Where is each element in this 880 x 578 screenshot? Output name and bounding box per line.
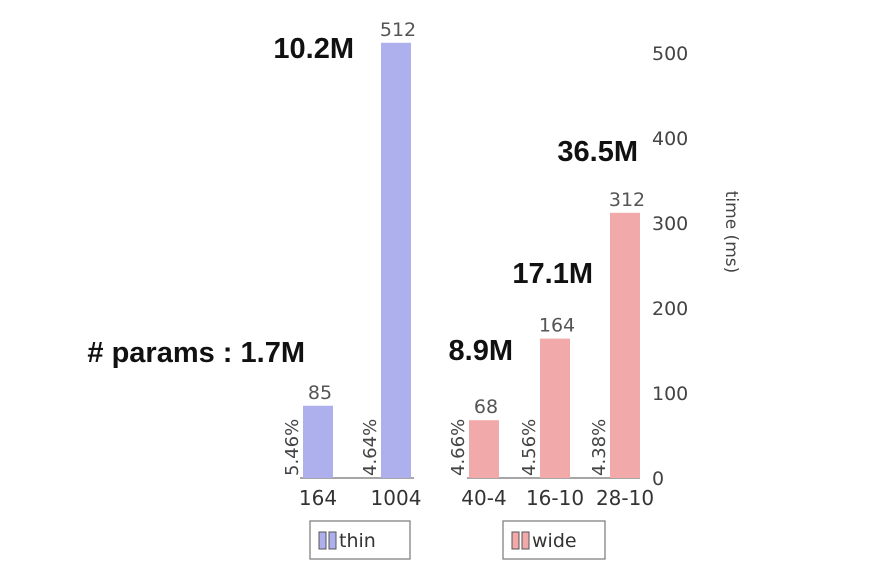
bar-value-label: 512 <box>380 19 416 41</box>
x-category-label: 40-4 <box>461 486 506 510</box>
y-tick-label: 0 <box>652 468 664 490</box>
y-tick-label: 500 <box>652 43 688 65</box>
bar <box>381 42 411 479</box>
bar-labels: 855.46% 164 # params : 1.7M 512 4.64% 1004 10.… <box>87 19 654 510</box>
legend: thin wide <box>309 520 606 560</box>
legend-swatch <box>328 531 337 550</box>
y-tick-label: 200 <box>652 298 688 320</box>
bar-percent-label: 4.64% <box>360 419 381 476</box>
legend-label: wide <box>532 530 577 552</box>
legend-swatch <box>521 531 530 550</box>
bar-value-label: 164 <box>539 315 575 337</box>
x-category-label: 16-10 <box>526 486 584 510</box>
bar-value-label: 85 <box>308 382 332 404</box>
x-category-label: 28-10 <box>596 486 654 510</box>
bar-value-label: 68 <box>474 396 498 418</box>
params-annotation: # params : 1.7M <box>87 337 305 369</box>
bar <box>540 338 570 478</box>
x-category-label: 164 <box>299 486 337 510</box>
y-axis-label: time (ms) <box>721 191 741 274</box>
y-tick-label: 400 <box>652 128 688 150</box>
legend-frame <box>502 520 606 560</box>
bar <box>610 212 640 479</box>
bar <box>469 420 499 478</box>
bar-value-label: 312 <box>609 189 645 211</box>
params-annotation: 17.1M <box>512 258 593 290</box>
bar-percent-label: 4.56% <box>519 419 540 476</box>
legend-frame <box>309 520 411 560</box>
legend-label: thin <box>339 530 376 552</box>
legend-swatch <box>318 531 327 550</box>
bar-percent-label: 5.46% <box>282 419 303 476</box>
params-annotation: 10.2M <box>273 33 354 65</box>
y-tick-label: 100 <box>652 383 688 405</box>
params-annotation: 36.5M <box>557 136 638 168</box>
bar <box>303 405 333 478</box>
params-annotation: 8.9M <box>449 335 513 367</box>
bar-percent-label: 4.66% <box>448 419 469 476</box>
legend-swatch <box>511 531 520 550</box>
bar-percent-label: 4.38% <box>589 419 610 476</box>
y-tick-label: 300 <box>652 213 688 235</box>
bars <box>303 42 640 479</box>
x-category-label: 1004 <box>371 486 422 510</box>
